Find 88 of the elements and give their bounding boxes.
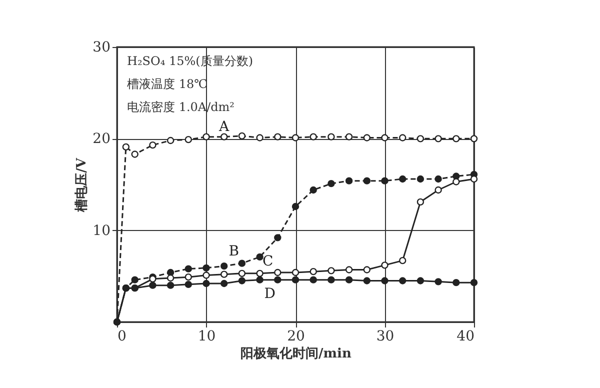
point: [345, 133, 353, 140]
point: [220, 133, 228, 140]
point: [202, 264, 210, 272]
point: [274, 133, 282, 140]
point: [381, 277, 388, 284]
point: [416, 198, 424, 206]
point: [470, 135, 478, 142]
point: [328, 276, 335, 284]
point: [256, 134, 264, 142]
point: [381, 262, 388, 269]
point: [310, 186, 317, 194]
point: [292, 268, 300, 276]
point: [292, 202, 300, 210]
point: [292, 276, 300, 284]
point: [149, 141, 156, 149]
point: [220, 270, 228, 278]
point: [434, 278, 442, 286]
y-tick-label: 30: [92, 40, 110, 56]
x-tick-label: 10: [198, 328, 216, 344]
point: [399, 256, 406, 264]
point: [256, 270, 264, 278]
point: [220, 280, 228, 288]
point: [416, 277, 424, 284]
point: [202, 272, 210, 279]
point: [452, 278, 460, 286]
point: [416, 135, 424, 142]
point: [399, 134, 406, 142]
point: [345, 177, 353, 184]
point: [202, 133, 210, 140]
point: [345, 276, 353, 284]
point: [184, 136, 192, 144]
point: [184, 280, 192, 288]
point: [238, 260, 246, 267]
point: [202, 280, 210, 288]
x-tick-label: 20: [287, 328, 305, 344]
point: [274, 234, 282, 242]
point: [381, 177, 388, 184]
series-label: C: [262, 253, 274, 270]
point: [310, 276, 317, 284]
x-tick-label: 40: [456, 328, 474, 344]
point: [131, 276, 138, 284]
point: [292, 134, 300, 142]
series-label: D: [264, 286, 276, 302]
point: [149, 282, 156, 289]
point: [434, 135, 442, 142]
point: [452, 178, 460, 186]
point: [363, 266, 370, 274]
point: [363, 177, 370, 184]
point: [345, 266, 353, 274]
point: [328, 133, 335, 140]
point: [256, 253, 264, 261]
point: [122, 143, 130, 151]
point: [310, 268, 317, 276]
series-label: B: [228, 243, 240, 260]
point: [363, 134, 370, 142]
point: [166, 136, 174, 144]
point: [184, 265, 192, 272]
series-label: A: [218, 118, 230, 135]
point: [381, 134, 388, 142]
point: [220, 262, 228, 270]
point: [184, 273, 192, 281]
point: [399, 175, 406, 183]
annotation: 槽液温度 18℃: [127, 77, 208, 91]
point: [166, 274, 174, 282]
point: [238, 270, 246, 278]
point: [238, 277, 246, 284]
point: [328, 267, 335, 274]
point: [238, 132, 246, 140]
y-tick-label: 10: [92, 222, 110, 239]
point: [399, 277, 406, 284]
y-tick-label: 20: [92, 131, 110, 148]
point: [274, 276, 282, 284]
point: [256, 276, 264, 284]
point: [166, 282, 174, 289]
x-tick-label: 30: [376, 328, 394, 344]
point: [470, 278, 478, 286]
point: [274, 268, 282, 276]
x-axis-title: 阳极氧化时间/min: [240, 346, 352, 362]
point: [434, 186, 442, 194]
y-axis-title: 槽电压/V: [74, 157, 90, 213]
x-tick-label: 0: [118, 328, 126, 344]
point: [131, 150, 138, 158]
point: [434, 175, 442, 183]
point: [416, 175, 424, 183]
point: [310, 133, 317, 140]
point: [363, 277, 370, 284]
point: [328, 180, 335, 188]
point: [452, 135, 460, 142]
